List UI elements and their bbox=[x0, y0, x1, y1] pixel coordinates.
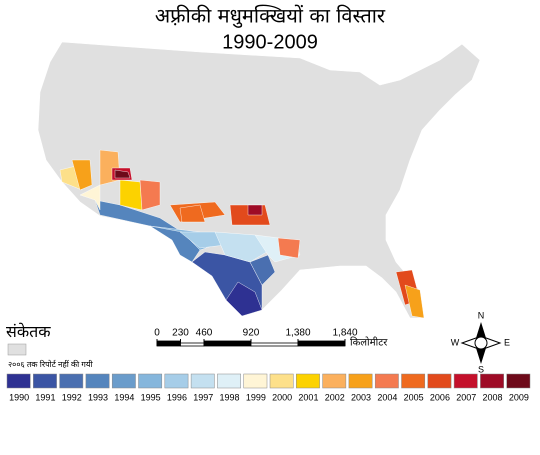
region bbox=[247, 204, 263, 216]
legend-title: संकेतक bbox=[6, 322, 51, 341]
legend-label: 1998 bbox=[220, 392, 240, 402]
region bbox=[214, 231, 271, 263]
legend-label: 1999 bbox=[246, 392, 266, 402]
compass: N S W E bbox=[451, 310, 510, 374]
compass-w: W bbox=[451, 337, 460, 347]
scale-unit: किलोमीटर bbox=[350, 337, 388, 349]
legend-label: 2007 bbox=[456, 392, 476, 402]
region bbox=[225, 281, 263, 317]
title: अफ़्रीकी मधुमक्खियों का विस्तार bbox=[155, 4, 386, 29]
legend-label: 1997 bbox=[193, 392, 213, 402]
region bbox=[71, 159, 93, 191]
scale-segment bbox=[180, 342, 205, 347]
legend-swatch bbox=[164, 373, 189, 389]
legend-label: 1992 bbox=[62, 392, 82, 402]
legend-label: 1996 bbox=[167, 392, 187, 402]
legend: 1990 1991 1992 1993 1994 1995 1996 1997 1998 1999… bbox=[6, 373, 531, 402]
legend-swatch bbox=[138, 373, 163, 389]
region bbox=[114, 169, 131, 179]
legend-swatch bbox=[427, 373, 452, 389]
spread-regions bbox=[59, 149, 425, 319]
legend-swatch bbox=[85, 373, 110, 389]
scale-segment bbox=[250, 342, 299, 347]
scale-label: 1,840 bbox=[332, 328, 357, 339]
legend-label: 2004 bbox=[377, 392, 397, 402]
legend-label: 1994 bbox=[114, 392, 134, 402]
legend-swatch bbox=[111, 373, 136, 389]
no-data-label: २००६ तक रिपोर्ट नहीं की गयी bbox=[8, 359, 94, 369]
compass-e: E bbox=[504, 337, 510, 347]
legend-swatch bbox=[33, 373, 57, 389]
legend-label: 1995 bbox=[141, 392, 161, 402]
subtitle: 1990-2009 bbox=[222, 31, 318, 53]
scale-label: 1,380 bbox=[285, 328, 310, 339]
legend-label: 1991 bbox=[35, 392, 55, 402]
legend-label: 2009 bbox=[509, 392, 529, 402]
region bbox=[179, 204, 206, 223]
legend-label: 2000 bbox=[272, 392, 292, 402]
legend-label: 2005 bbox=[404, 392, 424, 402]
legend-label: 2002 bbox=[325, 392, 345, 402]
legend-swatch bbox=[217, 373, 241, 389]
legend-swatch bbox=[506, 373, 531, 389]
legend-label: 1993 bbox=[88, 392, 108, 402]
legend-swatch bbox=[348, 373, 373, 389]
compass-n: N bbox=[478, 310, 485, 320]
no-data-swatch bbox=[7, 343, 27, 356]
scale-label: 460 bbox=[196, 328, 213, 339]
compass-s: S bbox=[478, 364, 484, 374]
scale-segment bbox=[297, 340, 346, 347]
legend-swatch bbox=[269, 373, 294, 389]
legend-swatch bbox=[374, 373, 399, 389]
legend-label: 2003 bbox=[351, 392, 371, 402]
scale-bar: 0 230 460 920 1,380 1,840 bbox=[154, 328, 358, 347]
legend-swatch bbox=[401, 373, 426, 389]
legend-label: 2001 bbox=[298, 392, 318, 402]
scale-label: 0 bbox=[154, 328, 160, 339]
legend-swatch bbox=[453, 373, 478, 389]
legend-swatch bbox=[322, 373, 347, 389]
compass-center bbox=[474, 336, 488, 350]
legend-label: 1990 bbox=[9, 392, 29, 402]
legend-swatch bbox=[190, 373, 215, 389]
scale-label: 230 bbox=[172, 328, 189, 339]
region bbox=[119, 179, 143, 211]
legend-swatch bbox=[480, 373, 504, 389]
region bbox=[404, 284, 425, 319]
legend-swatch bbox=[6, 373, 31, 389]
region bbox=[79, 184, 101, 211]
legend-swatch bbox=[296, 373, 320, 389]
scale-label: 920 bbox=[243, 328, 260, 339]
legend-swatch bbox=[59, 373, 84, 389]
legend-swatch bbox=[243, 373, 268, 389]
scale-segment bbox=[156, 340, 181, 347]
scale-segment bbox=[203, 340, 252, 347]
region bbox=[139, 179, 161, 211]
region bbox=[249, 254, 276, 286]
legend-label: 2008 bbox=[483, 392, 503, 402]
us-outline bbox=[37, 41, 481, 319]
legend-label: 2006 bbox=[430, 392, 450, 402]
region bbox=[277, 237, 301, 259]
